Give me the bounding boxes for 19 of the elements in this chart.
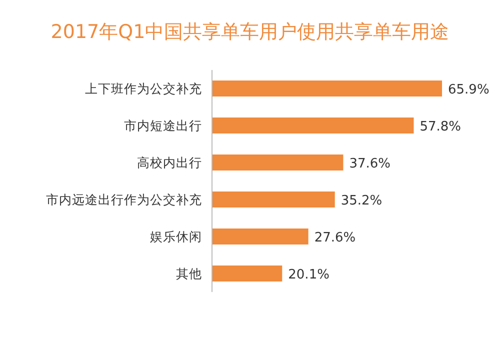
bar bbox=[212, 192, 335, 208]
bar bbox=[212, 118, 414, 134]
data-label: 35.2% bbox=[340, 194, 382, 208]
bar bbox=[212, 266, 282, 282]
y-tick-label: 市内短途出行 bbox=[124, 118, 202, 133]
y-tick-label: 上下班作为公交补充 bbox=[85, 81, 202, 96]
data-label: 57.8% bbox=[420, 120, 462, 134]
bar bbox=[212, 154, 344, 170]
bar bbox=[212, 80, 442, 96]
y-tick-label: 娱乐休闲 bbox=[150, 229, 202, 244]
data-label: 27.6% bbox=[314, 230, 356, 246]
y-tick-label: 高校内出行 bbox=[137, 155, 202, 170]
data-label: 37.6% bbox=[349, 156, 391, 172]
data-label: 65.9% bbox=[448, 82, 490, 98]
y-tick-label: 市内远途出行作为公交补充 bbox=[46, 192, 202, 207]
y-tick-label: 其他 bbox=[176, 266, 202, 281]
bar bbox=[212, 228, 308, 244]
data-label: 20.1% bbox=[288, 268, 330, 282]
chart-title: 2017年Q1中国共享单车用户使用共享单车用途 bbox=[50, 21, 450, 43]
